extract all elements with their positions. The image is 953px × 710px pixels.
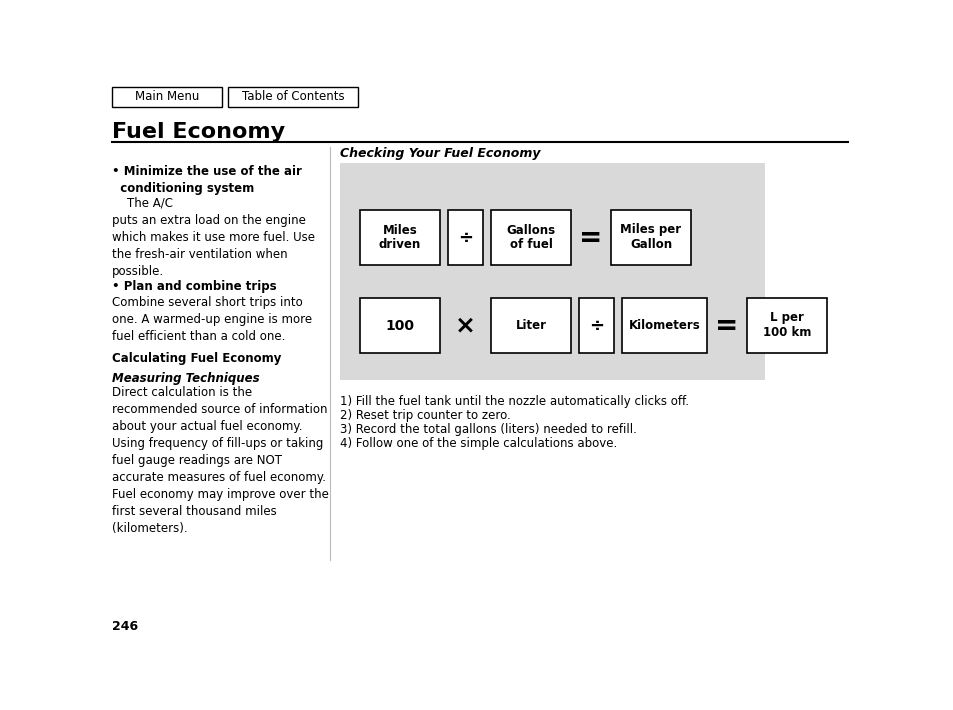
FancyBboxPatch shape bbox=[491, 210, 571, 265]
Text: 1) Fill the fuel tank until the nozzle automatically clicks off.: 1) Fill the fuel tank until the nozzle a… bbox=[339, 395, 688, 408]
Text: Fuel Economy: Fuel Economy bbox=[112, 122, 285, 142]
Text: =: = bbox=[715, 312, 738, 339]
FancyBboxPatch shape bbox=[491, 298, 571, 353]
Text: • Plan and combine trips: • Plan and combine trips bbox=[112, 280, 276, 293]
Text: L per
100 km: L per 100 km bbox=[762, 312, 810, 339]
Text: 3) Record the total gallons (liters) needed to refill.: 3) Record the total gallons (liters) nee… bbox=[339, 423, 637, 436]
FancyBboxPatch shape bbox=[448, 210, 482, 265]
Text: 4) Follow one of the simple calculations above.: 4) Follow one of the simple calculations… bbox=[339, 437, 617, 450]
FancyBboxPatch shape bbox=[359, 210, 439, 265]
Text: Miles per
Gallon: Miles per Gallon bbox=[619, 224, 680, 251]
FancyBboxPatch shape bbox=[359, 298, 439, 353]
Text: ÷: ÷ bbox=[588, 317, 603, 334]
Text: Main Menu: Main Menu bbox=[134, 90, 199, 104]
Text: Miles
driven: Miles driven bbox=[378, 224, 420, 251]
FancyBboxPatch shape bbox=[746, 298, 826, 353]
Text: Table of Contents: Table of Contents bbox=[241, 90, 344, 104]
FancyBboxPatch shape bbox=[339, 163, 764, 380]
FancyBboxPatch shape bbox=[228, 87, 357, 107]
Text: Kilometers: Kilometers bbox=[628, 319, 700, 332]
Text: • Minimize the use of the air
  conditioning system: • Minimize the use of the air conditioni… bbox=[112, 165, 301, 195]
Text: Calculating Fuel Economy: Calculating Fuel Economy bbox=[112, 352, 281, 365]
Text: ×: × bbox=[455, 314, 476, 337]
Text: Gallons
of fuel: Gallons of fuel bbox=[506, 224, 555, 251]
FancyBboxPatch shape bbox=[578, 298, 614, 353]
Text: Combine several short trips into
one. A warmed-up engine is more
fuel efficient : Combine several short trips into one. A … bbox=[112, 296, 312, 343]
Text: Liter: Liter bbox=[515, 319, 546, 332]
Text: ÷: ÷ bbox=[457, 229, 473, 246]
FancyBboxPatch shape bbox=[610, 210, 690, 265]
Text: Checking Your Fuel Economy: Checking Your Fuel Economy bbox=[339, 147, 540, 160]
Text: =: = bbox=[578, 224, 602, 251]
Text: Measuring Techniques: Measuring Techniques bbox=[112, 372, 259, 385]
Text: Direct calculation is the
recommended source of information
about your actual fu: Direct calculation is the recommended so… bbox=[112, 386, 329, 535]
FancyBboxPatch shape bbox=[621, 298, 706, 353]
Text: 246: 246 bbox=[112, 620, 138, 633]
Text: 100: 100 bbox=[385, 319, 414, 332]
Text: The A/C
puts an extra load on the engine
which makes it use more fuel. Use
the f: The A/C puts an extra load on the engine… bbox=[112, 197, 314, 278]
FancyBboxPatch shape bbox=[112, 87, 222, 107]
Text: 2) Reset trip counter to zero.: 2) Reset trip counter to zero. bbox=[339, 409, 510, 422]
